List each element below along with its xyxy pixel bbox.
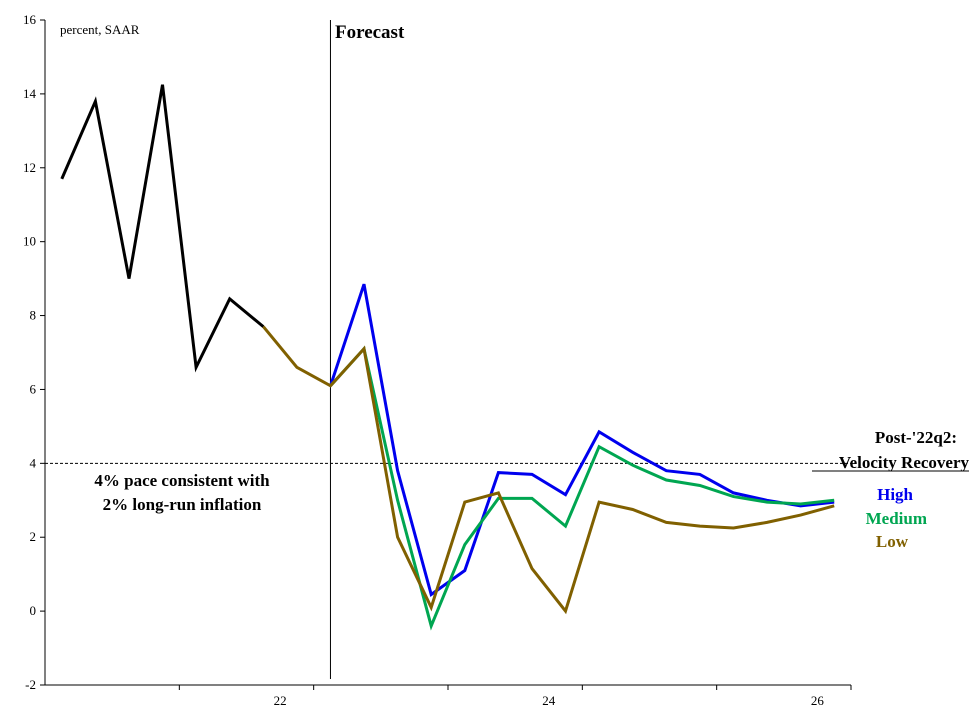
y-tick-label: 0 bbox=[30, 603, 37, 618]
y-tick-label: 12 bbox=[23, 160, 36, 175]
reference-line-label-line1: 4% pace consistent with bbox=[94, 471, 270, 490]
y-tick-label: 14 bbox=[23, 86, 37, 101]
y-tick-label: 6 bbox=[30, 381, 37, 396]
series-line-history bbox=[60, 84, 265, 373]
x-tick-label: 26 bbox=[811, 693, 825, 708]
legend-title-line1: Post-'22q2: bbox=[875, 428, 957, 447]
x-tick-label: 24 bbox=[542, 693, 556, 708]
x-tick-label: 22 bbox=[274, 693, 287, 708]
unit-label: percent, SAAR bbox=[60, 22, 140, 37]
x-ticks: 22 24 26 bbox=[178, 685, 852, 708]
legend-title-line2: Velocity Recovery bbox=[839, 453, 970, 472]
series-line-high bbox=[329, 283, 835, 597]
legend-entry-low: Low bbox=[876, 532, 909, 551]
legend-entry-high: High bbox=[877, 485, 913, 504]
y-tick-label: 4 bbox=[30, 455, 37, 470]
forecast-label: Forecast bbox=[335, 22, 405, 43]
y-tick-label: 2 bbox=[30, 529, 37, 544]
legend-entry-medium: Medium bbox=[866, 509, 927, 528]
y-tick-label: 8 bbox=[30, 308, 37, 323]
series-group bbox=[60, 84, 835, 631]
series-line-medium bbox=[329, 345, 835, 631]
legend: Post-'22q2: Velocity Recovery High Mediu… bbox=[812, 428, 969, 551]
y-tick-label: -2 bbox=[25, 677, 36, 692]
reference-line-label-line2: 2% long-run inflation bbox=[103, 495, 262, 514]
y-tick-label: 10 bbox=[23, 234, 36, 249]
y-ticks: -2 0 2 4 6 8 10 12 14 16 bbox=[23, 12, 45, 692]
y-tick-label: 16 bbox=[23, 12, 37, 27]
series-line-low bbox=[262, 325, 835, 615]
